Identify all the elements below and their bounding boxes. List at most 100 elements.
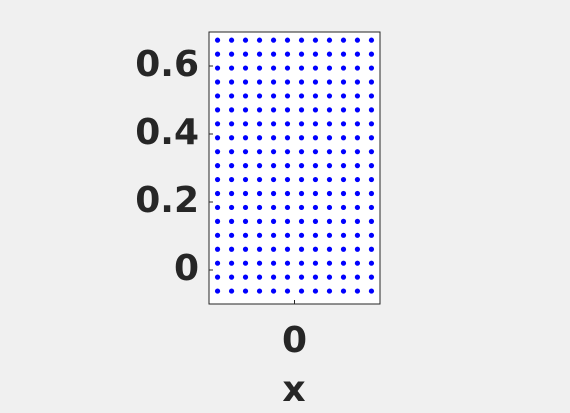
point <box>256 274 263 280</box>
point <box>270 93 277 99</box>
y-tick-label: 0 <box>174 248 199 289</box>
point <box>368 246 375 252</box>
point <box>312 51 319 57</box>
point <box>270 65 277 71</box>
point <box>354 121 361 127</box>
point <box>312 288 319 294</box>
point <box>214 274 221 280</box>
point <box>298 260 305 266</box>
y-tick-label: 0.4 <box>135 112 199 153</box>
point <box>270 107 277 113</box>
point <box>354 79 361 85</box>
point <box>326 93 333 99</box>
x-tick-label: 0 <box>282 320 307 361</box>
point <box>214 190 221 197</box>
point <box>242 190 249 197</box>
point <box>340 65 347 71</box>
point <box>228 149 235 155</box>
point <box>298 135 305 141</box>
point <box>298 37 305 43</box>
point <box>312 274 319 280</box>
point <box>214 260 221 266</box>
point <box>228 190 235 197</box>
plot-area <box>208 31 381 305</box>
point <box>326 246 333 252</box>
point <box>368 163 375 169</box>
y-tick-label: 0.2 <box>135 180 199 221</box>
point <box>312 79 319 85</box>
point <box>284 51 291 57</box>
point <box>312 93 319 99</box>
point <box>228 107 235 113</box>
point <box>368 79 375 85</box>
point <box>368 93 375 99</box>
point <box>340 288 347 294</box>
point <box>256 65 263 71</box>
point <box>326 204 333 211</box>
point <box>354 246 361 252</box>
point <box>354 288 361 294</box>
point <box>270 246 277 252</box>
point <box>284 176 291 183</box>
point <box>354 163 361 169</box>
point <box>312 149 319 155</box>
point <box>242 163 249 169</box>
point <box>228 135 235 141</box>
point <box>256 135 263 141</box>
point <box>228 93 235 99</box>
point <box>340 204 347 211</box>
point <box>214 176 221 183</box>
point <box>298 93 305 99</box>
point <box>270 135 277 141</box>
point <box>312 121 319 127</box>
point <box>242 246 249 252</box>
point <box>242 121 249 127</box>
point <box>228 260 235 266</box>
point <box>326 260 333 266</box>
point <box>214 93 221 99</box>
point <box>368 204 375 211</box>
point <box>228 121 235 127</box>
point <box>228 51 235 57</box>
point <box>284 163 291 169</box>
point <box>270 176 277 183</box>
point <box>270 218 277 224</box>
point <box>242 260 249 266</box>
point <box>326 274 333 280</box>
point <box>354 176 361 183</box>
point <box>214 246 221 252</box>
point <box>242 176 249 183</box>
point <box>256 93 263 99</box>
point <box>242 288 249 294</box>
point <box>214 288 221 294</box>
point <box>368 260 375 266</box>
point <box>368 135 375 141</box>
point <box>368 288 375 294</box>
point <box>354 65 361 71</box>
point <box>256 204 263 211</box>
point <box>242 79 249 85</box>
point <box>340 79 347 85</box>
x-axis-label: x <box>282 369 305 410</box>
point <box>284 79 291 85</box>
point <box>368 107 375 113</box>
point <box>242 65 249 71</box>
point <box>312 190 319 197</box>
point <box>354 260 361 266</box>
point <box>284 204 291 211</box>
point <box>256 190 263 197</box>
point <box>242 93 249 99</box>
point <box>326 176 333 183</box>
point <box>312 163 319 169</box>
point <box>326 37 333 43</box>
point <box>340 274 347 280</box>
point <box>298 274 305 280</box>
point <box>256 163 263 169</box>
point <box>354 51 361 57</box>
point <box>368 121 375 127</box>
point <box>340 51 347 57</box>
point <box>354 135 361 141</box>
point <box>354 218 361 224</box>
point <box>298 246 305 252</box>
